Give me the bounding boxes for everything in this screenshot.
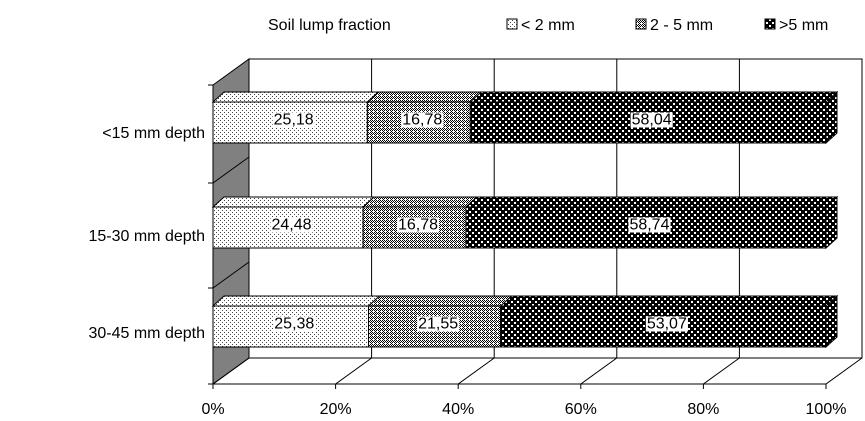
floor-gridline: [212, 357, 250, 385]
data-label: 16,78: [398, 217, 438, 234]
category-label: 15-30 mm depth: [88, 228, 205, 245]
bar-top-face: [464, 196, 839, 208]
category-label: <15 mm depth: [102, 125, 205, 142]
legend: Soil lump fraction < 2 mm 2 - 5 mm >5 mm: [268, 17, 828, 34]
axes: 0% 20% 40% 60% 80% 100%: [201, 84, 847, 418]
data-label: 24,48: [272, 217, 312, 234]
data-label-box: [270, 217, 313, 233]
data-label-box: [645, 316, 688, 332]
bar-top-face: [366, 91, 483, 103]
bar-top-face: [361, 196, 479, 208]
bar-top-face: [468, 91, 839, 103]
legend-label: >5 mm: [779, 17, 828, 34]
x-tick-label: 0%: [201, 401, 224, 418]
bar-top-face: [211, 295, 381, 307]
data-label-box: [417, 316, 460, 332]
x-tick-label: 100%: [806, 401, 847, 418]
legend-swatch: [635, 18, 647, 30]
floor-gridline: [335, 357, 372, 385]
legend-label: 2 - 5 mm: [650, 17, 713, 34]
legend-title: Soil lump fraction: [268, 17, 391, 34]
category-separator: [212, 261, 250, 289]
data-label-box: [273, 316, 316, 332]
floor-gridline: [825, 357, 863, 385]
bar-top-face: [211, 91, 380, 103]
data-label-box: [628, 217, 671, 233]
legend-swatch: [506, 18, 518, 30]
floor-gridline: [457, 357, 495, 385]
x-tick-label: 60%: [565, 401, 597, 418]
labels: 25,18 16,78 58,04 <15 mm depth 24,48 16,78 58,…: [88, 112, 688, 342]
data-label-box: [401, 112, 444, 128]
legend-label: < 2 mm: [521, 17, 575, 34]
data-label: 16,78: [402, 112, 442, 129]
bar-top-face: [211, 196, 376, 208]
floor-gridline: [703, 357, 740, 385]
data-label: 58,74: [629, 217, 669, 234]
data-label-box: [630, 112, 673, 128]
data-label-box: [396, 217, 440, 233]
bar-top-face: [499, 295, 839, 307]
category-separator: [212, 156, 250, 184]
x-tick-label: 40%: [442, 401, 474, 418]
data-label: 25,38: [274, 316, 314, 333]
legend-swatch: [764, 18, 776, 30]
data-label: 58,04: [632, 112, 672, 129]
data-label: 25,18: [274, 112, 314, 129]
bar-top-face: [367, 295, 513, 307]
x-tick-label: 80%: [687, 401, 719, 418]
x-tick-label: 20%: [320, 401, 352, 418]
category-label: 30-45 mm depth: [88, 325, 205, 342]
data-label-box: [272, 112, 315, 128]
data-label: 21,55: [418, 316, 458, 333]
data-label: 53,07: [647, 316, 687, 333]
floor-gridline: [580, 357, 618, 385]
